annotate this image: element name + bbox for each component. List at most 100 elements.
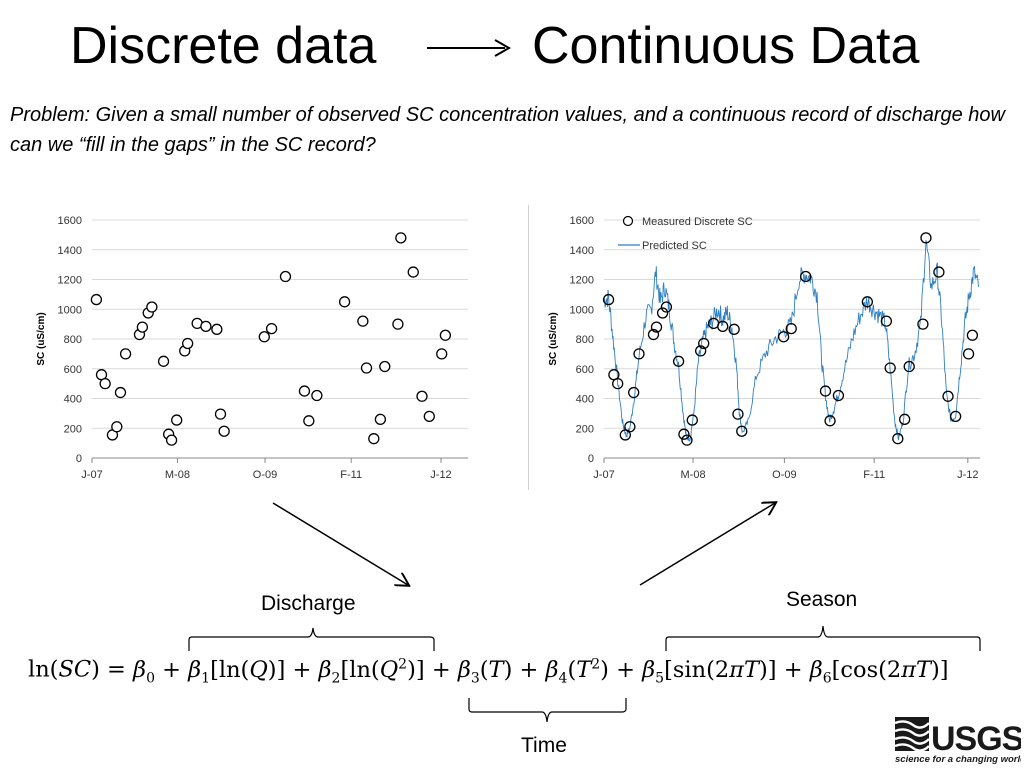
measured-point: [832, 389, 845, 402]
data-point: [258, 331, 270, 343]
title-left: Discrete data: [70, 17, 377, 75]
data-point: [119, 348, 132, 360]
measured-point: [898, 413, 911, 425]
measured-point: [686, 414, 698, 426]
measured-point: [695, 345, 707, 357]
legend-label-predicted: Predicted SC: [642, 240, 707, 252]
y-tick-label: 1000: [570, 304, 594, 316]
measured-point: [884, 362, 896, 374]
data-point: [298, 385, 311, 397]
data-point: [338, 296, 351, 308]
y-tick-label: 1200: [570, 275, 594, 287]
legend-label-measured: Measured Discrete SC: [642, 216, 753, 228]
y-tick-label: 200: [576, 423, 594, 435]
data-point: [136, 321, 149, 333]
measured-point: [650, 321, 663, 333]
measured-point: [633, 348, 645, 360]
arrow-to-equation: [272, 502, 408, 585]
continuous-sc-chart: 0 200 400 600 800 1000 1200 1400 1600 J-07 M-08 O-0…: [540, 208, 990, 498]
equation-term-beta6: + β6[cos(2πT)]: [783, 656, 949, 687]
measured-point: [678, 428, 690, 440]
measured-point: [728, 323, 740, 335]
x-tick-label: F-11: [863, 469, 885, 481]
x-tick-label: J-07: [81, 469, 102, 481]
data-point: [218, 425, 230, 437]
data-point: [165, 434, 178, 446]
usgs-wave-icon: [894, 717, 930, 752]
usgs-logo-graphic: USGS science for a changing world: [894, 717, 1024, 765]
y-tick-label: 1600: [58, 215, 82, 227]
measured-point: [962, 348, 975, 360]
y-tick-label: 600: [64, 364, 82, 376]
measured-point: [824, 415, 836, 427]
x-tick-label: O-09: [253, 469, 277, 481]
data-point: [181, 337, 194, 350]
problem-statement: Problem: Given a small number of observe…: [10, 104, 1005, 156]
measured-point: [602, 293, 615, 306]
x-tick-label: J-12: [957, 469, 978, 481]
equation-term-beta5: + β5[sin(2πT)]: [616, 656, 777, 687]
season-brace: [665, 625, 981, 651]
x-tick-label: O-09: [772, 469, 796, 481]
data-point: [439, 329, 452, 341]
data-point: [90, 293, 103, 306]
x-tick-label: J-07: [593, 469, 614, 481]
y-tick-label: 0: [76, 453, 82, 465]
measured-point: [892, 433, 904, 445]
y-tick-label: 800: [64, 334, 82, 346]
measured-point: [861, 296, 874, 308]
discharge-label: Discharge: [261, 592, 356, 615]
x-tick-label: M-08: [165, 469, 190, 481]
data-point: [200, 320, 212, 333]
data-point: [416, 390, 428, 402]
data-point: [211, 323, 223, 335]
data-point: [157, 355, 170, 367]
data-point: [374, 413, 387, 425]
y-tick-label: 1200: [58, 275, 82, 287]
data-point: [436, 348, 448, 360]
measured-point: [732, 408, 744, 420]
data-point: [279, 270, 292, 283]
time-brace: [468, 698, 627, 723]
data-point: [407, 266, 419, 278]
equation-term-beta4: + β4(T2): [519, 656, 609, 686]
equation-term-beta0: β0: [133, 656, 155, 687]
y-tick-label: 800: [576, 334, 594, 346]
data-point: [171, 414, 183, 426]
usgs-tagline: science for a changing world: [895, 754, 1021, 765]
data-point: [311, 389, 323, 402]
y-tick-label: 1000: [58, 304, 82, 316]
measured-point: [672, 355, 685, 367]
measured-point: [819, 385, 832, 397]
equation-term-beta3: + β3(T): [431, 656, 513, 687]
data-point: [146, 301, 158, 313]
equation-term-beta1: + β1[ln(Q)]: [162, 656, 286, 687]
measured-point: [903, 360, 915, 373]
y-axis-label: SC (uS/cm): [36, 312, 47, 365]
measured-point: [942, 390, 954, 402]
measured-point: [880, 315, 893, 327]
y-tick-label: 0: [588, 453, 594, 465]
data-point: [114, 386, 127, 399]
y-tick-label: 600: [576, 364, 594, 376]
measured-point: [933, 266, 945, 278]
usgs-logo: USGS science for a changing world: [893, 713, 1024, 770]
y-tick-label: 1400: [58, 245, 82, 257]
x-tick-label: M-08: [681, 469, 706, 481]
data-point: [303, 415, 315, 427]
right-arrow-icon: [427, 39, 512, 57]
discharge-brace: [188, 627, 435, 651]
data-point: [423, 410, 435, 423]
measured-point: [777, 331, 790, 343]
measured-point: [698, 337, 710, 350]
measured-point: [717, 320, 729, 333]
measured-point: [949, 410, 962, 423]
data-point: [99, 377, 111, 390]
measured-point: [920, 232, 932, 244]
continuous-sc-plot: 0 200 400 600 800 1000 1200 1400 1600 J-07 M-08 O-0…: [548, 215, 980, 481]
discrete-sc-chart: 0 200 400 600 800 1000 1200 1400 1600 J-07 M-08 O-0…: [30, 208, 480, 498]
chart-legend: Measured Discrete SC Predicted SC: [618, 215, 753, 252]
regression-equation: ln(SC) = β0 + β1[ln(Q)] + β2[ln(Q2)] + β…: [28, 656, 949, 686]
y-tick-label: 1600: [570, 215, 594, 227]
